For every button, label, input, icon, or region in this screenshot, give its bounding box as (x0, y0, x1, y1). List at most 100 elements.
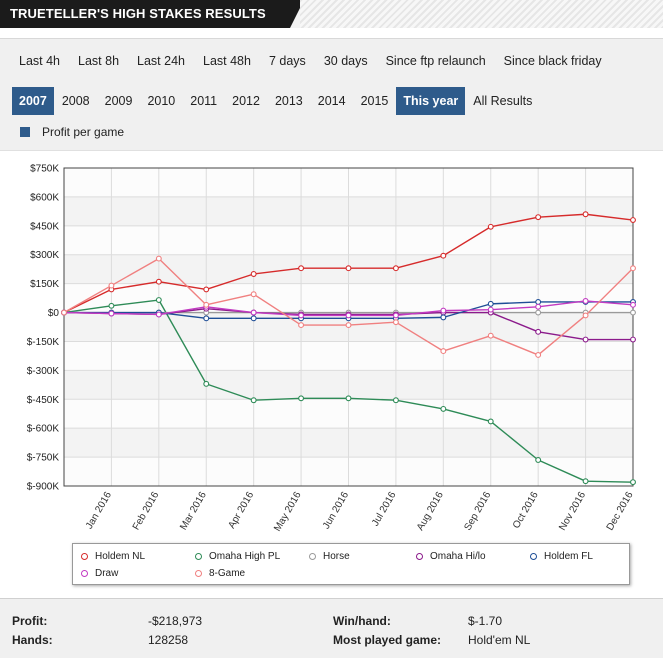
data-point (345, 312, 352, 319)
legend-item-8-game[interactable]: 8-Game (195, 568, 245, 579)
y-tick-label: $-150K (27, 337, 60, 348)
y-tick-label: $450K (30, 221, 59, 232)
page-title: TRUETELLER'S HIGH STAKES RESULTS (10, 6, 266, 21)
data-point (440, 252, 447, 259)
header-stripes (300, 0, 663, 28)
data-point (630, 479, 636, 486)
legend-item-draw[interactable]: Draw (81, 568, 118, 579)
tab-year-2013[interactable]: 2013 (274, 94, 303, 108)
legend-item-holdem-nl[interactable]: Holdem NL (81, 551, 145, 562)
metric-legend[interactable]: Profit per game (20, 124, 124, 140)
tab-year-2012[interactable]: 2012 (232, 94, 260, 108)
x-tick-label: Dec 2016 (605, 490, 636, 533)
metric-legend-label: Profit per game (42, 125, 125, 139)
data-point (535, 303, 542, 310)
data-point (345, 265, 352, 272)
data-point (392, 312, 399, 319)
data-point (392, 319, 399, 326)
data-point (630, 301, 636, 308)
data-point (203, 301, 210, 308)
data-point (250, 397, 257, 404)
y-tick-label: $-300K (27, 366, 60, 377)
legend-label: 8-Game (209, 568, 246, 579)
x-tick-label: Feb 2016 (131, 490, 162, 532)
header: TRUETELLER'S HIGH STAKES RESULTS (0, 0, 663, 28)
tab-30-days[interactable]: 30 days (323, 54, 368, 68)
tab-since-black-friday[interactable]: Since black friday (503, 54, 602, 68)
legend-label: Draw (95, 568, 119, 579)
y-tick-label: $-450K (27, 395, 60, 406)
tab-since-ftp-relaunch[interactable]: Since ftp relaunch (385, 54, 486, 68)
omaha-hi-lo-marker-icon (416, 553, 423, 560)
x-tick-label: Apr 2016 (226, 490, 256, 531)
data-point (203, 380, 210, 387)
data-point (582, 336, 589, 343)
tab-last-8h[interactable]: Last 8h (78, 54, 120, 68)
tab-last-48h[interactable]: Last 48h (203, 54, 251, 68)
legend-label: Holdem FL (544, 551, 593, 562)
profit-label: Profit: (12, 614, 48, 628)
tab-year-2010[interactable]: 2010 (147, 94, 176, 108)
data-point (250, 271, 257, 277)
legend-item-omaha-hi-lo[interactable]: Omaha Hi/lo (416, 551, 486, 562)
tab-year-2014[interactable]: 2014 (317, 94, 346, 108)
profit-chart: $750K $600K $450K $300K $150K $0 $-150K $-300K $… (27, 164, 636, 534)
tab-year-2015[interactable]: 2015 (360, 94, 389, 108)
y-tick-label: $750K (30, 164, 59, 175)
legend-item-holdem-fl[interactable]: Holdem FL (530, 551, 593, 562)
tab-year-2011[interactable]: 2011 (190, 94, 218, 108)
data-point (298, 322, 305, 329)
omaha-high-pl-marker-icon (195, 553, 202, 560)
tab-this-year[interactable]: This year (396, 87, 466, 115)
data-point (535, 457, 542, 463)
chart-area: $750K $600K $450K $300K $150K $0 $-150K $-300K $… (0, 150, 663, 598)
header-title-bar: TRUETELLER'S HIGH STAKES RESULTS (0, 0, 304, 28)
x-tick-label: Nov 2016 (557, 490, 588, 533)
x-tick-label: Jul 2016 (370, 490, 399, 529)
8-game-marker-icon (195, 570, 202, 577)
tab-last-24h[interactable]: Last 24h (137, 54, 185, 68)
tab-year-2008[interactable]: 2008 (61, 94, 90, 108)
data-point (582, 211, 589, 218)
data-point (203, 315, 210, 322)
legend-label: Horse (323, 551, 350, 562)
profit-value: -$218,973 (148, 614, 203, 628)
tab-year-2009[interactable]: 2009 (104, 94, 133, 108)
most-played-label: Most played game: (333, 633, 442, 647)
legend-item-omaha-high-pl[interactable]: Omaha High PL (195, 551, 280, 562)
data-point (345, 395, 352, 402)
data-point (487, 300, 494, 307)
data-point (250, 291, 257, 298)
metric-swatch (20, 127, 30, 137)
tab-all-results[interactable]: All Results (473, 94, 533, 108)
x-tick-label: May 2016 (272, 490, 304, 534)
tab-7-days[interactable]: 7 days (268, 54, 306, 68)
data-point (108, 282, 115, 289)
y-tick-label: $600K (30, 192, 59, 203)
data-point (487, 418, 494, 425)
data-point (155, 278, 162, 285)
data-point (108, 310, 115, 317)
data-point (250, 315, 257, 322)
data-point (582, 312, 589, 319)
legend-label: Omaha High PL (209, 551, 281, 562)
holdem-nl-marker-icon (81, 553, 88, 560)
data-point (440, 405, 447, 412)
horse-marker-icon (309, 553, 316, 560)
data-point (487, 332, 494, 339)
win-per-hand-value: $-1.70 (468, 614, 503, 628)
data-point (535, 298, 542, 305)
plot-border (63, 167, 634, 487)
data-point (440, 307, 447, 314)
data-point (535, 351, 542, 358)
data-point (155, 311, 162, 318)
data-point (155, 255, 162, 262)
tab-year-2007[interactable]: 2007 (12, 87, 54, 115)
tab-last-4h[interactable]: Last 4h (19, 54, 61, 68)
draw-marker-icon (81, 570, 88, 577)
legend-item-horse[interactable]: Horse (309, 551, 350, 562)
hands-label: Hands: (12, 633, 53, 647)
x-tick-label: Aug 2016 (415, 490, 446, 533)
y-tick-label: $0 (48, 308, 60, 319)
data-point (630, 336, 636, 343)
